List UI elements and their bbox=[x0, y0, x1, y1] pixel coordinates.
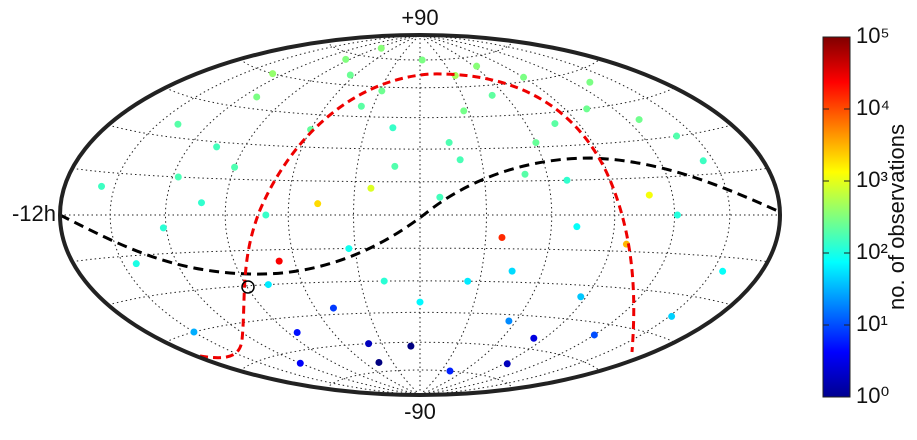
point bbox=[262, 211, 270, 219]
meridian bbox=[352, 34, 421, 396]
point bbox=[367, 184, 375, 192]
point bbox=[505, 317, 513, 325]
point bbox=[231, 163, 239, 171]
points bbox=[98, 44, 727, 375]
parallel bbox=[239, 341, 601, 372]
point bbox=[345, 245, 353, 253]
point bbox=[521, 170, 529, 178]
meridian bbox=[164, 34, 421, 396]
meridian bbox=[419, 34, 553, 396]
point bbox=[573, 223, 581, 231]
point bbox=[293, 328, 301, 336]
colorbar bbox=[822, 36, 851, 398]
point bbox=[391, 162, 399, 170]
parallel bbox=[165, 87, 675, 119]
point bbox=[503, 360, 511, 368]
x-tick-label: -12h bbox=[12, 201, 56, 226]
point bbox=[532, 139, 540, 147]
point bbox=[380, 277, 388, 285]
colorbar-tick-label: 10² bbox=[856, 239, 888, 264]
point bbox=[583, 105, 591, 113]
meridian bbox=[419, 34, 731, 396]
point bbox=[296, 359, 304, 367]
y-tick-label: +90 bbox=[401, 5, 438, 30]
point bbox=[488, 91, 496, 99]
point bbox=[635, 116, 643, 124]
point bbox=[586, 78, 594, 86]
meridian bbox=[224, 34, 421, 396]
point bbox=[389, 124, 397, 132]
point bbox=[264, 281, 272, 289]
point bbox=[473, 62, 481, 70]
point bbox=[464, 277, 472, 285]
point bbox=[645, 191, 653, 199]
point bbox=[190, 328, 198, 336]
point bbox=[456, 156, 464, 164]
point bbox=[418, 56, 426, 64]
point bbox=[590, 331, 598, 339]
point bbox=[269, 70, 277, 78]
point bbox=[407, 342, 415, 350]
point bbox=[563, 176, 571, 184]
point bbox=[551, 120, 559, 128]
point bbox=[436, 193, 444, 201]
point bbox=[446, 367, 454, 375]
colorbar-tick-label: 10¹ bbox=[856, 311, 888, 336]
point bbox=[174, 173, 182, 181]
colorbar-tick-label: 10⁰ bbox=[856, 383, 889, 408]
point bbox=[673, 132, 681, 140]
y-tick-label: -90 bbox=[404, 399, 436, 424]
point bbox=[197, 199, 205, 207]
point bbox=[375, 358, 383, 366]
point bbox=[98, 182, 106, 190]
point bbox=[460, 107, 468, 115]
point bbox=[673, 211, 681, 219]
point bbox=[329, 304, 337, 312]
point bbox=[314, 200, 322, 208]
ecliptic bbox=[59, 156, 781, 276]
point bbox=[577, 293, 585, 301]
point bbox=[520, 73, 528, 81]
point bbox=[530, 334, 538, 342]
point bbox=[365, 340, 373, 348]
point bbox=[159, 224, 167, 232]
marker-circle bbox=[241, 280, 255, 294]
point bbox=[253, 93, 261, 101]
colorbar-tick-label: 10⁴ bbox=[856, 95, 890, 120]
point bbox=[357, 102, 365, 110]
galactic-plane bbox=[199, 72, 636, 360]
point bbox=[445, 139, 453, 147]
point bbox=[508, 267, 516, 275]
parallel bbox=[165, 311, 675, 343]
point bbox=[378, 87, 386, 95]
point bbox=[498, 233, 506, 241]
point bbox=[668, 312, 676, 320]
point bbox=[719, 267, 727, 275]
point bbox=[275, 257, 283, 265]
graticule bbox=[60, 34, 780, 396]
point bbox=[346, 71, 354, 79]
point bbox=[416, 298, 424, 306]
point bbox=[213, 143, 221, 151]
sky-border bbox=[58, 33, 782, 397]
meridian bbox=[419, 34, 488, 396]
parallel bbox=[239, 58, 601, 89]
point bbox=[132, 260, 140, 268]
point bbox=[174, 120, 182, 128]
colorbar-tick-label: 10³ bbox=[856, 167, 888, 192]
colorbar-label: no. of observations bbox=[884, 124, 909, 310]
point bbox=[342, 55, 350, 63]
point bbox=[377, 44, 385, 52]
point bbox=[699, 157, 707, 165]
colorbar-tick-label: 10⁵ bbox=[856, 23, 890, 48]
